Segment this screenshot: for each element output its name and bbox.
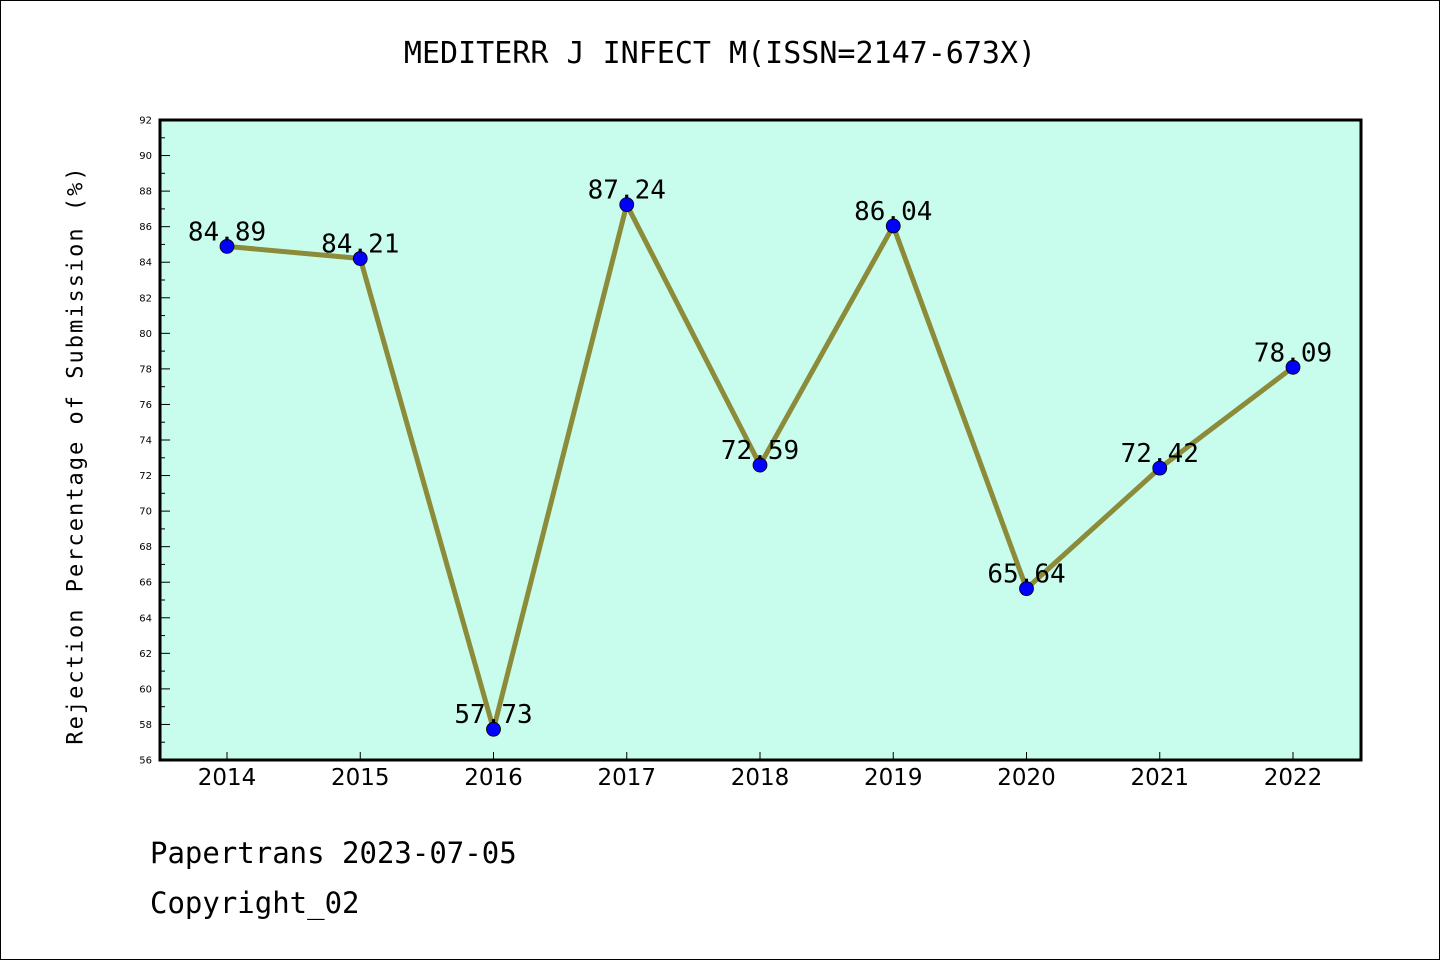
x-tick-label: 2019 (864, 765, 923, 791)
y-tick-label: 78 (139, 364, 152, 375)
plot-background (160, 120, 1361, 760)
data-label: 84.21 (321, 229, 399, 259)
footer-copyright: Copyright_02 (150, 886, 360, 920)
y-tick-label: 84 (139, 258, 152, 269)
data-point (486, 721, 501, 737)
data-label: 57.73 (454, 700, 532, 730)
x-tick-label: 2018 (731, 765, 790, 791)
y-tick-label: 88 (139, 187, 152, 198)
data-label: 86.04 (854, 197, 932, 227)
data-label: 87.24 (588, 176, 666, 206)
data-point (1152, 460, 1168, 476)
y-tick-label: 90 (139, 151, 152, 162)
data-label: 72.42 (1121, 439, 1199, 469)
data-point (1019, 581, 1034, 597)
y-tick-label: 64 (139, 613, 152, 624)
y-tick-label: 72 (139, 471, 152, 482)
data-label: 72.59 (721, 436, 799, 466)
y-tick-label: 74 (139, 436, 152, 447)
data-point (219, 238, 235, 254)
x-tick-label: 2016 (464, 765, 523, 791)
data-label: 78.09 (1254, 338, 1332, 368)
data-point (619, 197, 635, 213)
y-tick-label: 86 (139, 222, 152, 233)
data-point (352, 251, 368, 266)
x-tick-label: 2014 (198, 765, 257, 791)
y-tick-label: 56 (139, 756, 152, 767)
data-point (752, 457, 768, 473)
x-tick-label: 2020 (997, 765, 1056, 791)
y-tick-label: 80 (139, 329, 152, 340)
data-point (885, 218, 901, 234)
x-tick-label: 2022 (1264, 765, 1323, 791)
y-tick-label: 92 (139, 116, 152, 127)
footer-date: Papertrans 2023-07-05 (150, 836, 517, 870)
y-tick-label: 58 (139, 720, 152, 731)
y-tick-label: 68 (139, 542, 152, 553)
y-tick-label: 70 (139, 507, 152, 518)
y-tick-label: 62 (139, 649, 152, 660)
y-tick-label: 82 (139, 293, 152, 304)
y-tick-label: 60 (139, 684, 152, 695)
data-point (1285, 359, 1301, 375)
x-tick-label: 2015 (331, 765, 390, 791)
data-label: 84.89 (188, 217, 266, 247)
data-label: 65.64 (987, 560, 1065, 590)
y-tick-label: 66 (139, 578, 152, 589)
x-tick-label: 2021 (1130, 765, 1189, 791)
y-tick-label: 76 (139, 400, 152, 411)
plot-border (158, 118, 1363, 762)
chart-title: MEDITERR J INFECT M(ISSN=2147-673X) (403, 36, 1037, 71)
x-tick-label: 2017 (597, 765, 656, 791)
